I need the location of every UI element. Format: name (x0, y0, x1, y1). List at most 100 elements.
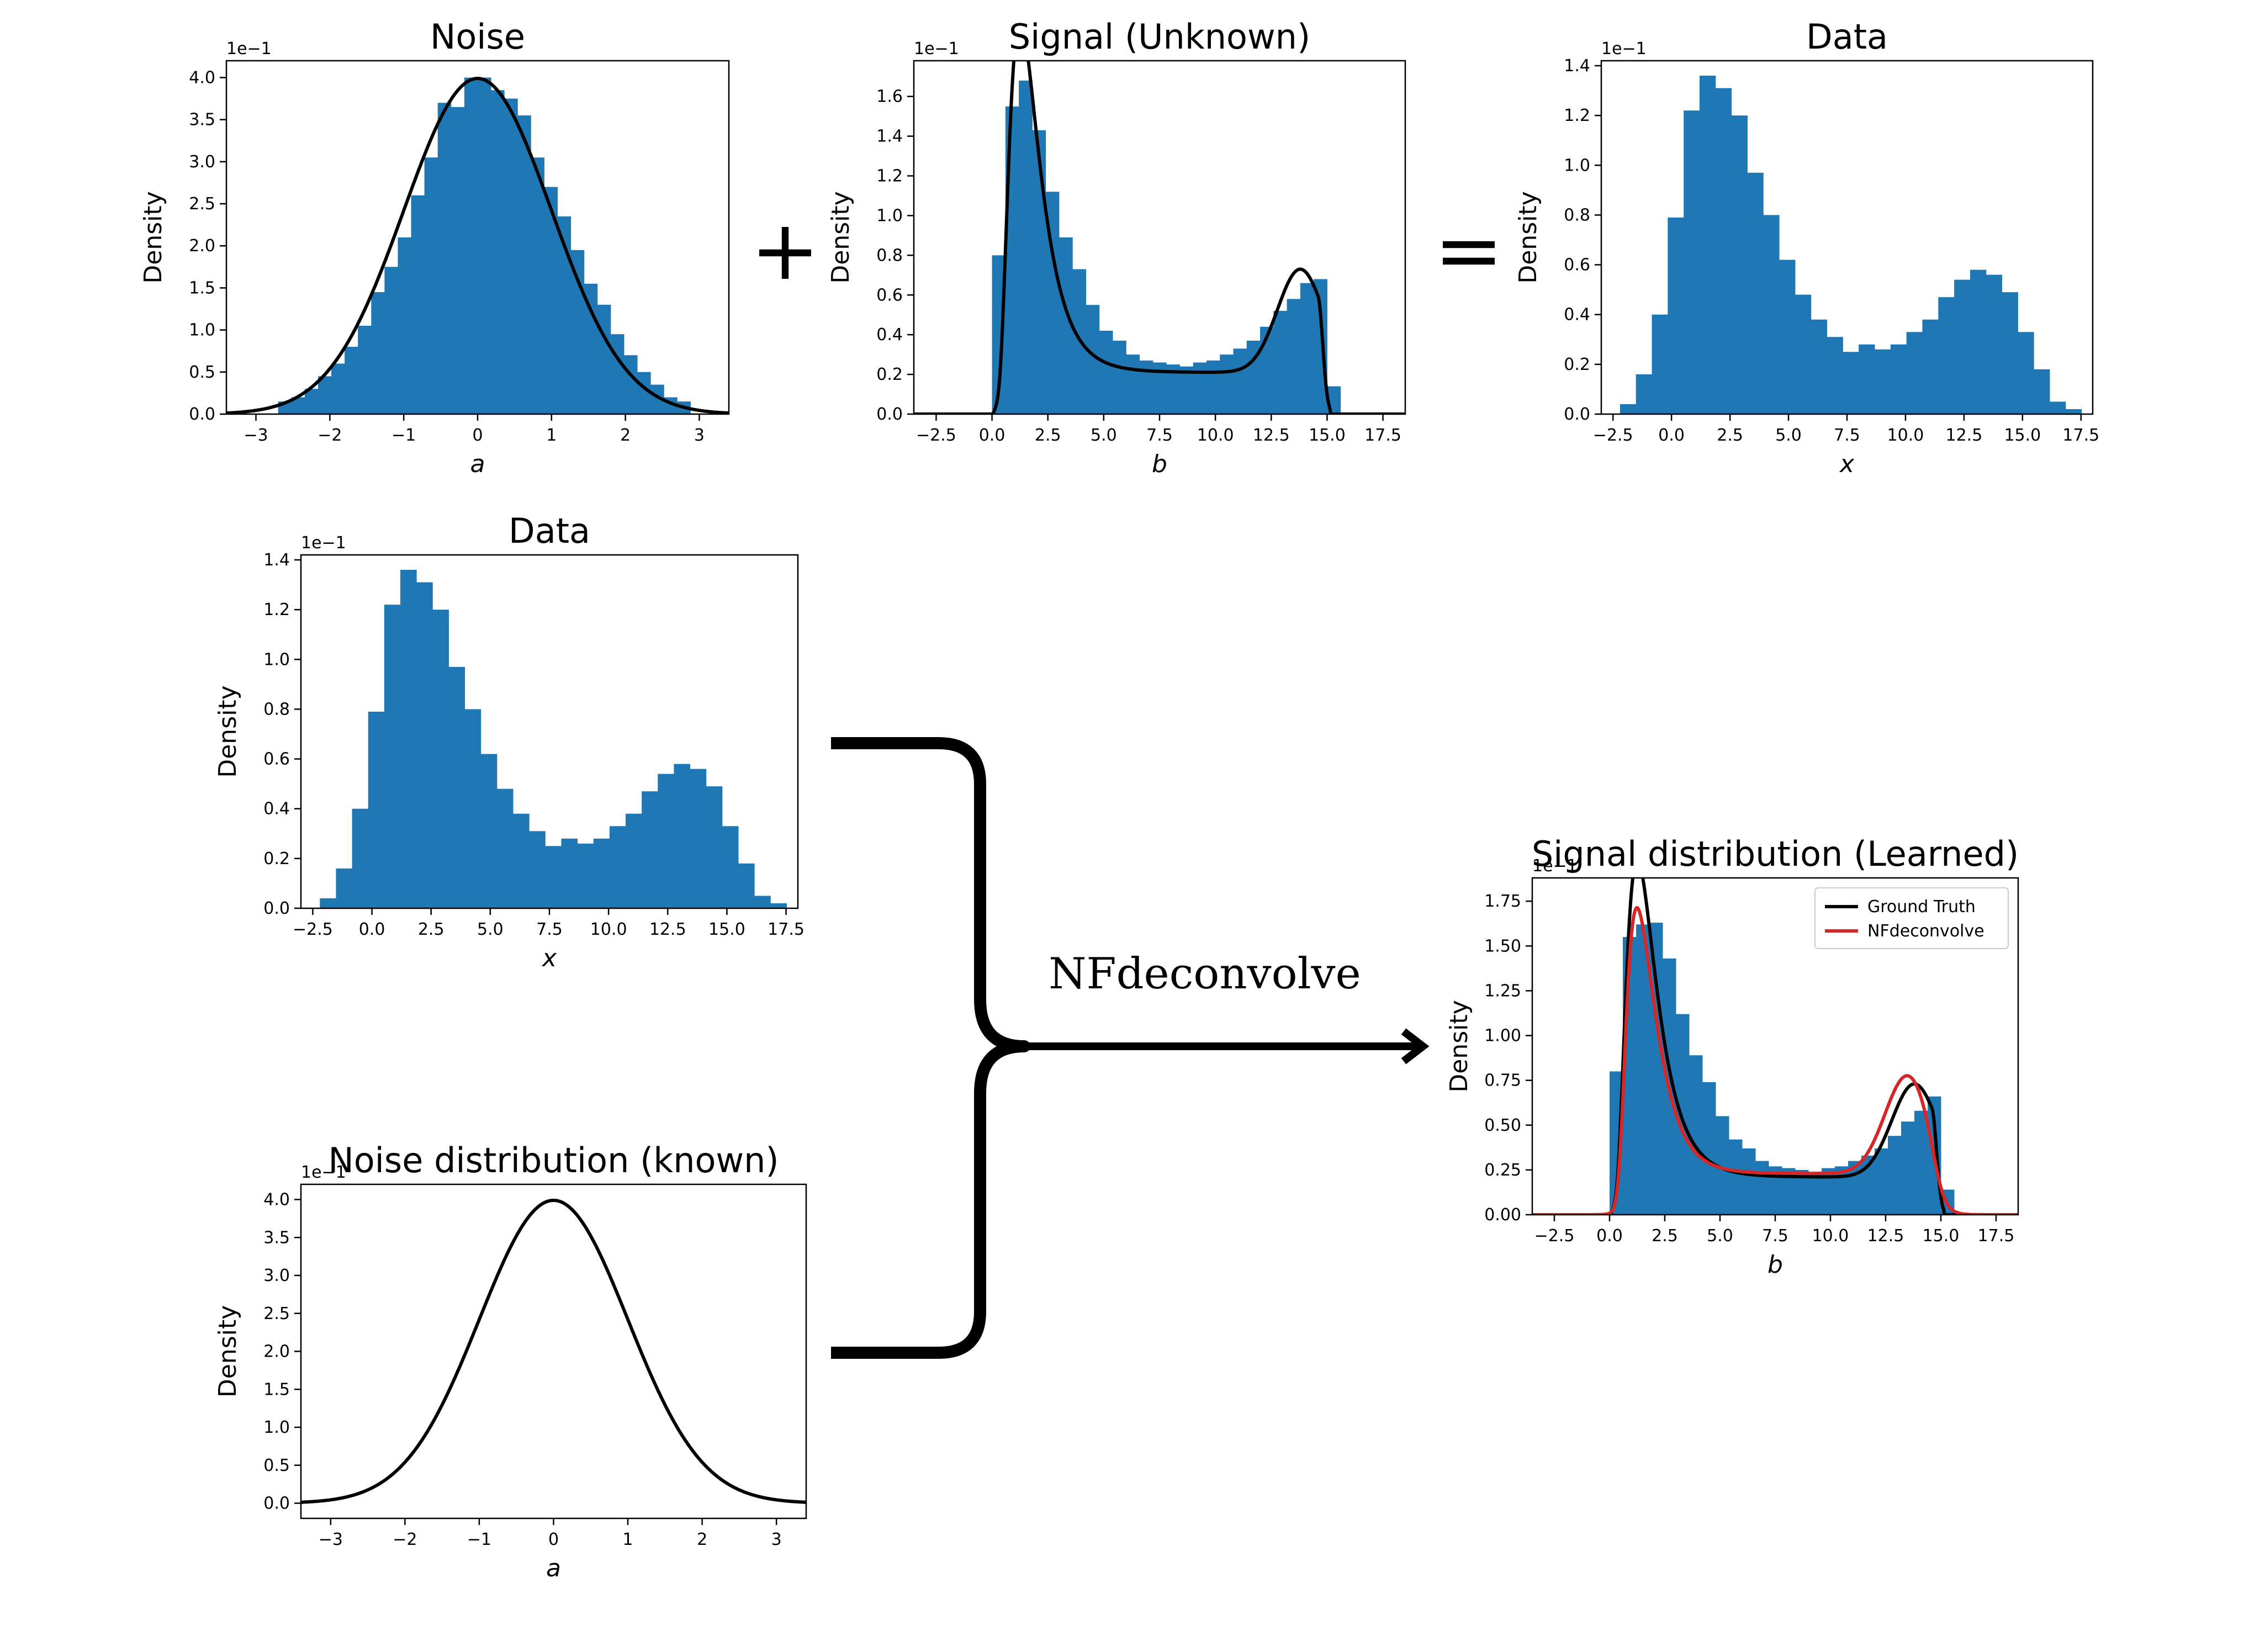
y-tick-label: 0.8 (876, 246, 903, 265)
histogram-bar (1729, 1139, 1743, 1215)
x-tick-label: 1 (623, 1530, 633, 1549)
axis-offset-text: 1e−1 (914, 39, 959, 59)
y-tick-label: 1.4 (876, 127, 903, 146)
x-tick-label: 1 (546, 426, 557, 445)
histogram-bar (529, 831, 546, 908)
chart-title: Signal distribution (Learned) (1532, 834, 2019, 874)
y-tick-label: 1.0 (876, 206, 903, 225)
chart-title: Noise distribution (known) (328, 1140, 779, 1180)
axis-offset-text: 1e−1 (301, 1163, 346, 1182)
histogram-bar (1715, 88, 1732, 414)
y-tick-label: 0.2 (1564, 355, 1590, 374)
histogram-bar (738, 863, 755, 908)
histogram-bar (674, 764, 691, 908)
x-tick-label: 3 (771, 1530, 782, 1549)
histogram-bar (531, 157, 544, 414)
x-tick-label: 12.5 (1946, 426, 1983, 445)
x-tick-label: 3 (694, 426, 705, 445)
histogram-bar (464, 709, 481, 908)
y-tick-label: 0.8 (263, 700, 290, 719)
histogram-bar (480, 754, 498, 908)
histogram-bar (770, 903, 787, 908)
y-tick-label: 0.5 (263, 1456, 290, 1475)
histogram-bar (384, 267, 398, 414)
y-tick-label: 1.4 (1564, 56, 1590, 76)
y-tick-label: 0.75 (1484, 1071, 1521, 1090)
plot-area (1620, 76, 2082, 414)
x-tick-label: −1 (391, 426, 416, 445)
x-tick-label: 5.0 (1091, 426, 1117, 445)
y-tick-label: 3.5 (189, 110, 215, 130)
x-tick-label: −2.5 (293, 920, 333, 939)
histogram-bar (451, 107, 465, 414)
histogram-bar (504, 98, 518, 414)
x-tick-label: −2 (317, 426, 342, 445)
histogram-bar (371, 292, 385, 414)
chart-title: Noise (430, 17, 525, 57)
histogram-bar (545, 846, 562, 908)
x-tick-label: −2 (393, 1530, 417, 1549)
histogram-bar (2018, 332, 2034, 414)
x-tick-label: −1 (467, 1530, 491, 1549)
histogram-bar (1795, 294, 1812, 414)
y-tick-label: 3.5 (263, 1228, 290, 1247)
x-tick-label: 0.0 (359, 920, 385, 939)
histogram-bar (513, 813, 530, 908)
x-axis-label: b (1152, 450, 1167, 478)
x-tick-label: 17.5 (768, 920, 805, 939)
histogram-bar (331, 363, 345, 414)
histogram-bar (1811, 319, 1828, 414)
histogram-bar (1742, 1148, 1756, 1215)
chart-title: Signal (Unknown) (1009, 17, 1310, 57)
y-axis-label: Density (139, 191, 167, 283)
y-tick-label: 1.0 (1564, 156, 1590, 175)
x-axis-label: x (1839, 450, 1855, 478)
histogram-bar (722, 826, 739, 908)
y-tick-label: 1.00 (1484, 1026, 1521, 1046)
y-tick-label: 1.5 (263, 1380, 290, 1399)
histogram-bar (448, 666, 465, 908)
x-tick-label: 10.0 (590, 920, 627, 939)
axis-offset-text: 1e−1 (1601, 39, 1647, 59)
y-tick-label: 1.2 (876, 167, 903, 186)
chart-data_input: −2.5 0.0 2.5 5.0 7.5 10.0 12.5 15.0 17.50.00.20.… (214, 511, 805, 972)
histogram-bar (384, 605, 401, 908)
histogram-bar (491, 90, 505, 414)
histogram-bar (1113, 340, 1126, 414)
x-tick-label: 2.5 (1035, 426, 1061, 445)
y-tick-label: 1.0 (189, 321, 215, 340)
histogram-bar (642, 791, 658, 908)
density-curve (914, 61, 1405, 414)
legend: Ground Truth NFdeconvolve (1814, 887, 2009, 949)
histogram-bar (1906, 332, 1923, 414)
chart-data_top: −2.5 0.0 2.5 5.0 7.5 10.0 12.5 15.0 17.50.00.20.… (1514, 17, 2099, 478)
chart-title: Data (509, 511, 590, 551)
nfdeconvolve-curve (1532, 906, 2018, 1215)
histogram-bar (597, 304, 611, 414)
y-tick-label: 1.25 (1484, 981, 1521, 1000)
chart-noise: −3 −2 −1 0 1 2 3 0.0 0.5 1.0 1.5 2.0 2.5 3.0 3.5 4.0 1e−… (139, 17, 730, 478)
histogram-bar (1731, 115, 1748, 414)
x-tick-label: 0 (548, 1530, 559, 1549)
y-tick-label: 0.4 (263, 799, 290, 819)
x-tick-label: 15.0 (1309, 426, 1346, 445)
x-tick-label: −2.5 (916, 426, 956, 445)
histogram-bar (690, 769, 707, 908)
histogram-bar (1747, 172, 1764, 414)
histogram-bar (1954, 279, 1971, 414)
y-tick-label: 3.0 (189, 152, 215, 172)
histogram-bar (398, 237, 412, 414)
histogram-bar (432, 610, 449, 908)
y-tick-label: 0.4 (876, 325, 903, 345)
histogram-bar (320, 898, 336, 908)
histogram-bar (416, 582, 433, 908)
histogram-bar (358, 326, 372, 414)
axes-frame (300, 1183, 807, 1519)
histogram-bar (561, 838, 578, 908)
histogram-bar (593, 838, 610, 908)
chart-signal_learned: −2.5 0.0 2.5 5.0 7.5 10.0 12.5 15.0 17.5 0.00 0.25… (1445, 834, 2019, 1279)
histogram-bar (1206, 360, 1220, 414)
histogram-bar (1890, 344, 1907, 414)
x-axis-label: x (541, 944, 557, 972)
y-tick-label: 0.0 (263, 1494, 290, 1513)
